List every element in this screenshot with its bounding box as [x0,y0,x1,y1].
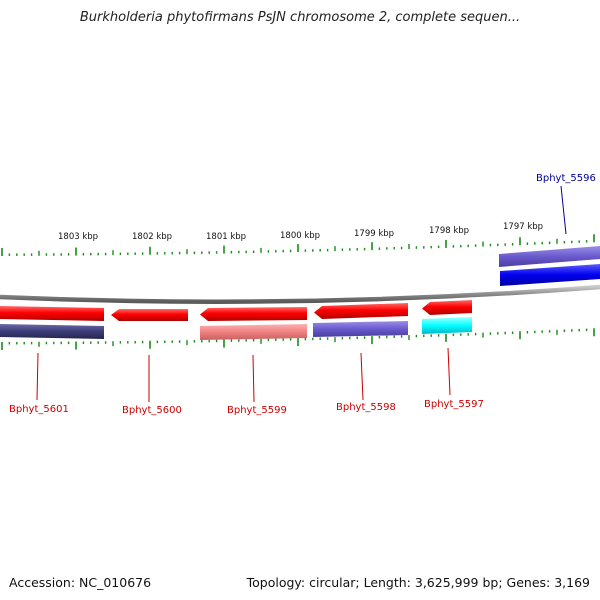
leader-line-Bphyt_5598 [360,352,364,401]
gene-leader-lines [36,185,567,403]
topology-summary: Topology: circular; Length: 3,625,999 bp… [246,575,590,590]
scale-label: 1803 kbp [58,232,98,242]
map-title: Burkholderia phytofirmans PsJN chromosom… [79,10,521,25]
scale-label: 1802 kbp [132,232,172,242]
gene-Bphyt_5596[interactable] [499,246,600,286]
gene-label-Bphyt_5597[interactable]: Bphyt_5597 [424,399,484,410]
leader-line-Bphyt_5596 [560,185,567,235]
scale-label: 1799 kbp [354,229,394,239]
accession-label: Accession: NC_010676 [9,575,152,590]
scale-label: 1797 kbp [503,222,543,232]
scale-label: 1801 kbp [206,232,246,242]
scale-label: 1800 kbp [280,231,320,241]
gene-label-Bphyt_5600[interactable]: Bphyt_5600 [122,405,182,416]
gene-Bphyt_5601[interactable] [0,306,104,339]
gene-arrow-red[interactable] [111,309,188,321]
gene-feature-dark-slate[interactable] [0,324,104,339]
gene-arrow-red[interactable] [314,303,408,319]
gene-Bphyt_5599[interactable] [200,307,307,340]
scale-labels: 1803 kbp 1802 kbp 1801 kbp 1800 kbp 1799… [58,222,543,242]
gene-label-Bphyt_5601[interactable]: Bphyt_5601 [9,404,69,415]
gene-arrow-red[interactable] [422,300,472,315]
gene-arrow-red[interactable] [0,306,104,321]
gene-label-Bphyt_5598[interactable]: Bphyt_5598 [336,402,396,413]
gene-feature-slate[interactable] [313,321,408,337]
chromosome-backbone [0,284,600,304]
gene-Bphyt_5600[interactable] [111,309,188,321]
gene-label-Bphyt_5599[interactable]: Bphyt_5599 [227,405,287,416]
leader-line-Bphyt_5601 [36,352,39,401]
gene-labels: Bphyt_5596 Bphyt_5601 Bphyt_5600 Bphyt_5… [9,173,596,416]
gene-arrow-red[interactable] [200,307,307,321]
scale-ticks [1,234,595,350]
gene-feature-slate[interactable] [499,246,600,267]
scale-label: 1798 kbp [429,226,469,236]
gene-label-Bphyt_5596[interactable]: Bphyt_5596 [536,173,596,184]
gene-feature-pale-red[interactable] [200,324,307,340]
gene-Bphyt_5598[interactable] [313,303,408,337]
gene-feature-cyan[interactable] [422,317,472,334]
leader-line-Bphyt_5599 [252,354,255,403]
leader-line-Bphyt_5597 [447,347,451,396]
gene-feature-blue[interactable] [500,264,600,286]
gene-Bphyt_5597[interactable] [422,300,472,334]
